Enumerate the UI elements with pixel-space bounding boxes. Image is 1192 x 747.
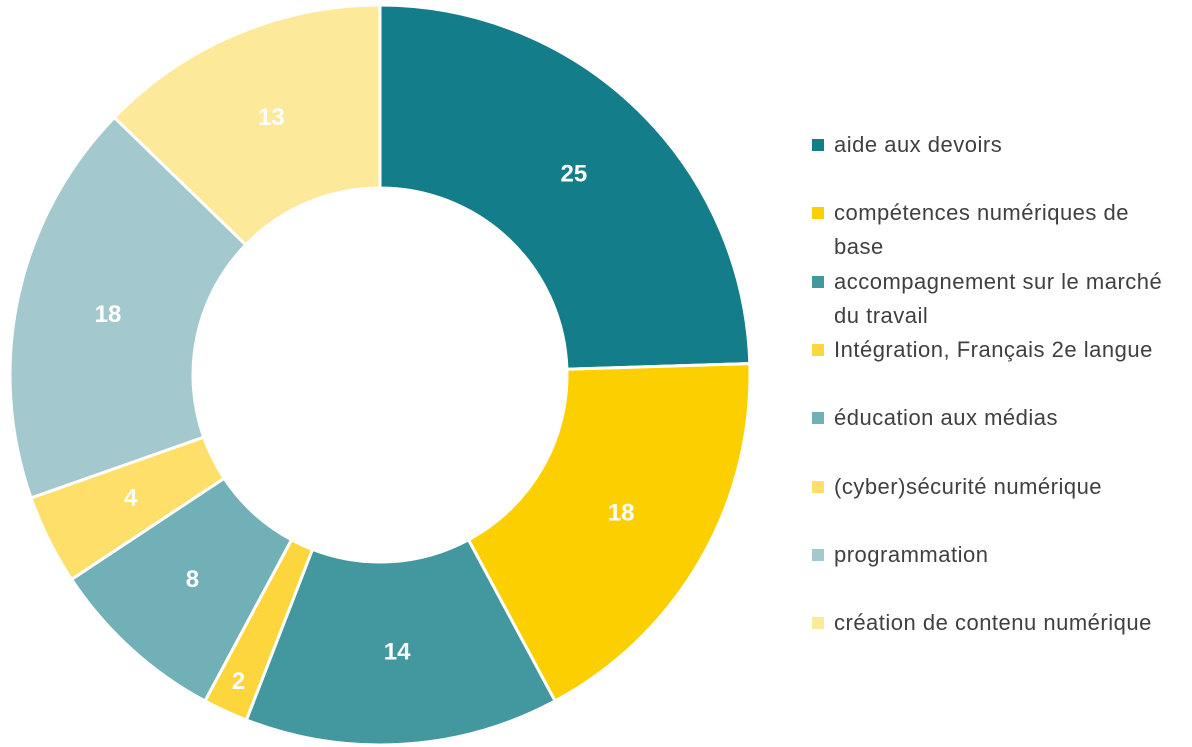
slice — [8, 115, 248, 500]
legend-swatch — [812, 480, 824, 493]
legend-swatch — [812, 617, 824, 630]
data-label: 18 — [95, 301, 122, 328]
legend-item: accompagnement sur le marché du travail — [812, 265, 1182, 333]
slice — [112, 3, 382, 247]
legend-swatch — [812, 548, 824, 561]
legend-label: création de contenu numérique — [834, 610, 1152, 636]
legend-label: Intégration, Français 2e langue — [834, 336, 1153, 362]
legend-swatch — [812, 275, 824, 288]
data-label: 18 — [608, 500, 635, 527]
data-label: 14 — [384, 638, 411, 665]
legend-label: compétences numériques de base — [834, 200, 1129, 260]
data-label: 8 — [186, 566, 199, 593]
legend-item: (cyber)sécurité numérique — [812, 470, 1182, 504]
data-label: 4 — [124, 484, 138, 511]
legend-swatch — [812, 207, 824, 220]
legend-item: compétences numériques de base — [812, 196, 1182, 264]
legend-label: aide aux devoirs — [834, 132, 1003, 157]
legend-label: accompagnement sur le marché du travail — [834, 268, 1163, 328]
legend-swatch — [812, 343, 824, 356]
legend-label: (cyber)sécurité numérique — [834, 473, 1103, 499]
legend-swatch — [812, 139, 824, 151]
legend-item: éducation aux médias — [812, 401, 1182, 435]
chart: 25 18 14 2 8 4 18 13 — [8, 3, 752, 747]
legend-label: programmation — [834, 541, 989, 567]
legend-item: création de contenu numérique — [812, 606, 1182, 640]
legend-label: éducation aux médias — [834, 405, 1059, 431]
slice — [244, 537, 558, 747]
data-label: 13 — [258, 104, 285, 131]
legend-item: programmation — [812, 538, 1182, 572]
data-label: 2 — [232, 668, 245, 695]
legend-item: Intégration, Français 2e langue — [812, 333, 1182, 367]
legend-item: aide aux devoirs — [812, 128, 1182, 162]
data-label: 25 — [561, 160, 588, 187]
legend-swatch — [812, 412, 824, 425]
slice — [378, 3, 752, 371]
slice — [466, 362, 752, 704]
